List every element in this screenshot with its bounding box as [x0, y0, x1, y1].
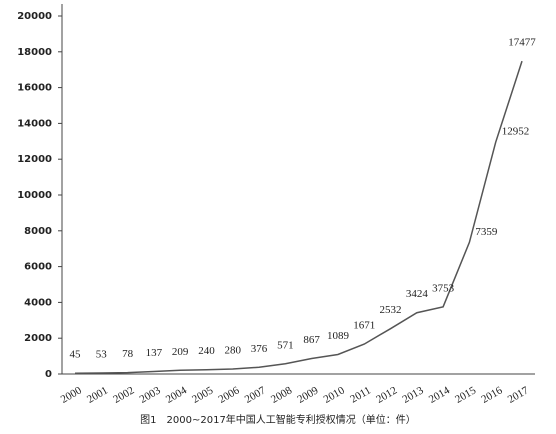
x-tick-label: 2014 — [427, 384, 452, 406]
x-tick-label: 2011 — [348, 384, 373, 405]
x-tick-label: 2000 — [59, 384, 84, 406]
data-label: 17477 — [508, 37, 536, 49]
data-label: 280 — [225, 345, 242, 357]
x-tick-label: 2006 — [216, 384, 241, 406]
data-label: 45 — [70, 349, 82, 361]
line — [74, 60, 523, 374]
data-label: 867 — [303, 334, 320, 346]
x-tick-label: 2003 — [138, 384, 163, 406]
y-tick-label: 20000 — [17, 11, 52, 22]
data-label: 78 — [122, 348, 134, 360]
x-tick-label: 2013 — [401, 384, 426, 406]
y-tick-label: 10000 — [17, 190, 52, 201]
chart-caption: 图1 2000~2017年中国人工智能专利授权情况（单位：件） — [140, 413, 416, 426]
data-label: 3424 — [406, 288, 429, 300]
x-tick-label: 2010 — [322, 384, 347, 406]
data-label: 2532 — [380, 304, 402, 316]
x-tick-label: 2007 — [243, 384, 268, 406]
x-tick-label: 2009 — [295, 384, 320, 406]
y-tick-label: 18000 — [17, 47, 52, 58]
data-label: 1671 — [353, 320, 375, 332]
x-tick-label: 2004 — [164, 384, 189, 406]
x-tick-label: 2017 — [506, 384, 531, 406]
data-label: 376 — [251, 343, 268, 355]
data-label: 53 — [96, 349, 108, 361]
y-tick-label: 2000 — [24, 333, 52, 344]
y-tick-label: 14000 — [17, 118, 52, 129]
x-tick-label: 2012 — [374, 384, 399, 405]
x-tick-label: 2016 — [479, 384, 504, 406]
y-tick-label: 12000 — [17, 154, 52, 165]
data-label: 7359 — [475, 226, 498, 238]
y-tick-label: 6000 — [24, 262, 52, 273]
y-tick-label: 8000 — [24, 226, 52, 237]
data-label: 240 — [198, 345, 215, 357]
x-tick-label: 2008 — [269, 384, 294, 406]
y-tick-label: 16000 — [17, 83, 52, 94]
y-tick-label: 4000 — [24, 297, 52, 308]
x-tick-label: 2001 — [85, 384, 110, 405]
y-tick-label: 0 — [45, 369, 52, 380]
data-label: 3753 — [432, 282, 455, 294]
x-tick-label: 2015 — [453, 384, 478, 406]
x-tick-label: 2002 — [111, 384, 136, 405]
data-label: 571 — [277, 339, 294, 351]
data-label: 137 — [146, 347, 163, 359]
data-label: 209 — [172, 346, 189, 358]
data-label: 12952 — [502, 126, 530, 138]
x-tick-label: 2005 — [190, 384, 215, 406]
data-label: 1089 — [327, 330, 350, 342]
